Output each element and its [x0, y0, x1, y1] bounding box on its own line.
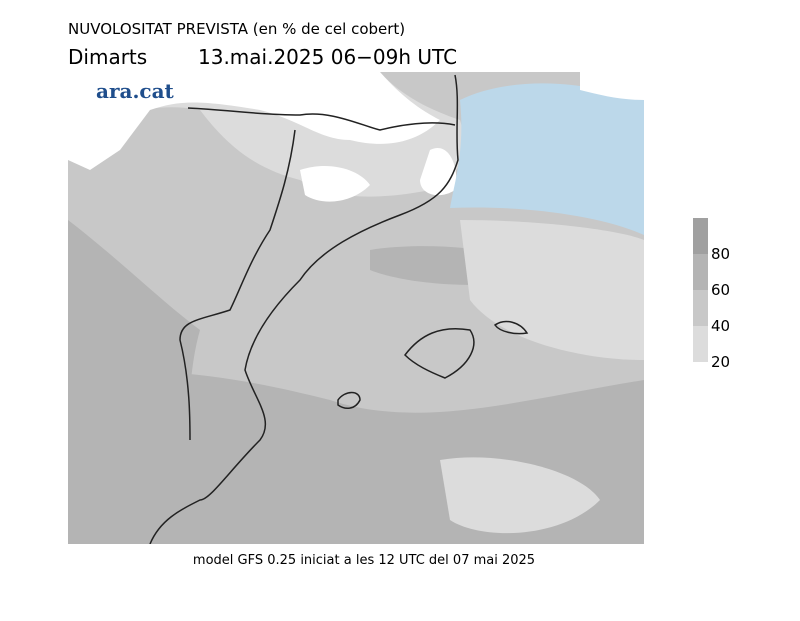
map: ara.cat	[68, 72, 644, 544]
colorbar-band	[693, 290, 708, 326]
colorbar-band	[693, 254, 708, 290]
colorbar-band	[693, 218, 708, 254]
colorbar-tick-label: 60	[711, 281, 730, 299]
title: NUVOLOSITAT PREVISTA (en % de cel cobert…	[68, 20, 405, 38]
colorbar-tick-label: 40	[711, 317, 730, 335]
date: 13.mai.2025 06−09h UTC	[198, 45, 457, 69]
colorbar: 20 40 60 80	[693, 218, 730, 371]
colorbar-tick-label: 80	[711, 245, 730, 263]
colorbar-tick-label: 20	[711, 353, 730, 371]
footer: model GFS 0.25 iniciat a les 12 UTC del …	[193, 553, 535, 568]
colorbar-band	[693, 326, 708, 362]
day: Dimarts	[68, 45, 147, 69]
logo: ara.cat	[96, 79, 175, 103]
